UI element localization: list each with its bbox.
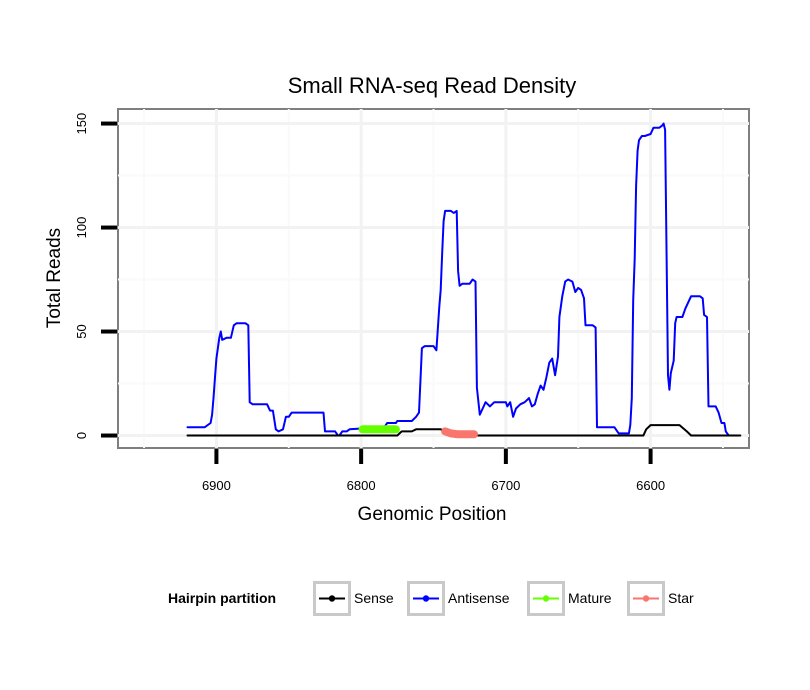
series-antisense (186, 122, 730, 437)
legend: Hairpin partition Sense Antisense Mature St… (168, 581, 694, 616)
legend-title: Hairpin partition (168, 590, 276, 606)
x-axis-title: Genomic Position (358, 504, 507, 525)
y-tick-label: 50 (74, 324, 89, 338)
y-tick-label: 100 (74, 217, 89, 239)
legend-key-point (422, 595, 430, 602)
chart-title: Small RNA-seq Read Density (288, 73, 577, 98)
legend-key-point (642, 595, 650, 602)
y-axis-title: Total Reads (44, 228, 65, 328)
axes: 6900 6800 6700 6600 0 50 100 150 (74, 113, 665, 493)
legend-key-point (328, 595, 336, 602)
x-tick-label: 6900 (202, 478, 231, 493)
y-tick-label: 0 (74, 432, 89, 439)
series-layer (186, 122, 742, 439)
series-star (441, 427, 478, 439)
legend-label-sense: Sense (354, 590, 394, 606)
legend-key-point (542, 595, 550, 602)
legend-label-star: Star (668, 590, 694, 606)
legend-label-antisense: Antisense (448, 590, 510, 606)
legend-label-mature: Mature (568, 590, 612, 606)
x-tick-label: 6700 (491, 478, 520, 493)
y-tick-label: 150 (74, 113, 89, 135)
x-tick-label: 6600 (636, 478, 665, 493)
x-tick-label: 6800 (347, 478, 376, 493)
